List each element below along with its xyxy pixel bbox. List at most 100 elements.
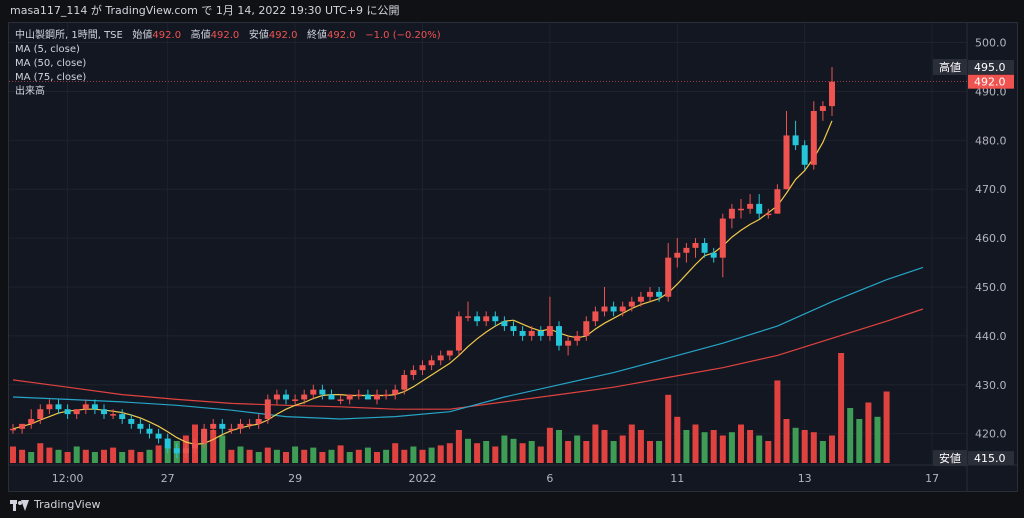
y-tick-label: 450.0 [975, 281, 1007, 294]
volume-bar [364, 447, 371, 463]
candle-body [765, 213, 772, 216]
volume-bar [774, 380, 781, 463]
volume-bar [46, 447, 53, 463]
candle-body [301, 394, 308, 400]
volume-bar [128, 449, 135, 463]
candle-body [619, 306, 626, 312]
price-axis-label [968, 74, 1014, 89]
ma50-line [12, 266, 924, 420]
indicator-ma50[interactable]: MA (50, close) [15, 58, 87, 69]
chart-legend: 中山製鋼所, 1時間, TSE 始値492.0 高値492.0 安値492.0 … [15, 29, 441, 99]
candle-body [128, 419, 135, 424]
volume-bar [883, 391, 890, 463]
ohlc-low-label: 安値 [248, 30, 269, 41]
volume-bar [119, 452, 126, 463]
indicator-ma75[interactable]: MA (75, close) [15, 72, 87, 83]
price-axis-value: 415.0 [974, 452, 1006, 465]
ma75-line [12, 308, 924, 410]
candle-body [10, 428, 16, 431]
candle-body [273, 394, 280, 400]
candle-body [19, 423, 26, 429]
publish-header: masa117_114 が TradingView.com で 1月 14, 2… [0, 0, 1024, 22]
candle-body [519, 331, 526, 336]
x-tick-label: 2022 [409, 472, 437, 485]
candle-body [119, 414, 126, 419]
volume-bar [446, 443, 453, 463]
candle-body [474, 316, 481, 322]
ohlc-high-label: 高値 [190, 30, 211, 41]
candle-body [164, 438, 171, 449]
candle-body [537, 331, 544, 336]
volume-bar [829, 435, 835, 463]
candle-body [428, 360, 435, 366]
chart-frame[interactable]: 中山製鋼所, 1時間, TSE 始値492.0 高値492.0 安値492.0 … [8, 22, 1018, 492]
candle-body [255, 419, 262, 424]
tradingview-logo[interactable]: TradingView [10, 492, 100, 518]
candle-body [155, 433, 162, 439]
volume-bar [574, 435, 581, 463]
volume-bar [73, 446, 80, 463]
candle-body [446, 350, 453, 356]
volume-bar [692, 424, 699, 463]
candle-body [819, 106, 826, 111]
x-tick-label: 6 [546, 472, 553, 485]
ohlc-close-label: 終値 [307, 30, 328, 41]
volume-bar [647, 441, 653, 463]
candle-body [110, 414, 117, 416]
candle-body [674, 252, 681, 258]
candle-body [528, 331, 535, 336]
brand-name: TradingView [34, 498, 101, 511]
volume-bar [237, 446, 244, 463]
volume-bar [610, 441, 617, 463]
volume-bar [401, 449, 408, 463]
y-tick-label: 470.0 [975, 183, 1007, 196]
volume-bar [528, 441, 535, 463]
x-tick-label: 12:00 [52, 472, 84, 485]
volume-bar [710, 430, 717, 463]
indicator-ma5[interactable]: MA (5, close) [15, 44, 80, 55]
volume-bar [537, 446, 544, 463]
candle-body [810, 111, 817, 165]
y-tick-label: 420.0 [975, 428, 1007, 441]
price-axis-label [968, 60, 1014, 74]
candle-body [392, 389, 399, 395]
candlestick-chart[interactable]: 500.0 490.0 480.0 470.0 460.0 450.0 440.0 430.0… [9, 23, 1017, 491]
volume-bar [246, 449, 253, 463]
price-label-tag [933, 59, 967, 75]
volume-bar [865, 402, 872, 463]
ohlc-change: −1.0 (−0.20%) [365, 30, 441, 41]
price-label-tag [933, 450, 967, 467]
ohlc-open-label: 始値 [132, 30, 153, 41]
candle-body [101, 409, 107, 415]
volume-bar [301, 449, 308, 463]
candle-body [747, 203, 754, 209]
indicator-volume[interactable]: 出来高 [15, 86, 45, 97]
volume-bar [101, 449, 107, 463]
volume-bar [838, 353, 845, 463]
volume-bar [374, 452, 380, 463]
candle-body [237, 423, 244, 429]
volume-bar [674, 416, 681, 463]
candle-body [692, 243, 699, 248]
volume-bar [501, 435, 508, 463]
candle-body [501, 321, 508, 327]
volume-bar [383, 449, 390, 463]
volume-bar [637, 430, 644, 463]
tradingview-logo-icon [10, 499, 29, 511]
volume-bar [510, 438, 517, 463]
candle-body [337, 399, 344, 401]
symbol-line: 中山製鋼所, 1時間, TSE 始値492.0 高値492.0 安値492.0 … [15, 29, 441, 43]
volume-bar [619, 435, 626, 463]
volume-bar [228, 449, 235, 463]
volume-bar [856, 419, 863, 463]
volume-bar [583, 441, 590, 463]
candle-body [556, 326, 562, 346]
candle-body [346, 394, 353, 400]
candle-body [437, 355, 444, 361]
volume-bar [55, 449, 62, 463]
candle-body [201, 428, 208, 444]
candle-body [492, 316, 499, 322]
candle-body [192, 443, 198, 449]
candle-body [792, 135, 799, 146]
candle-body [756, 203, 763, 214]
